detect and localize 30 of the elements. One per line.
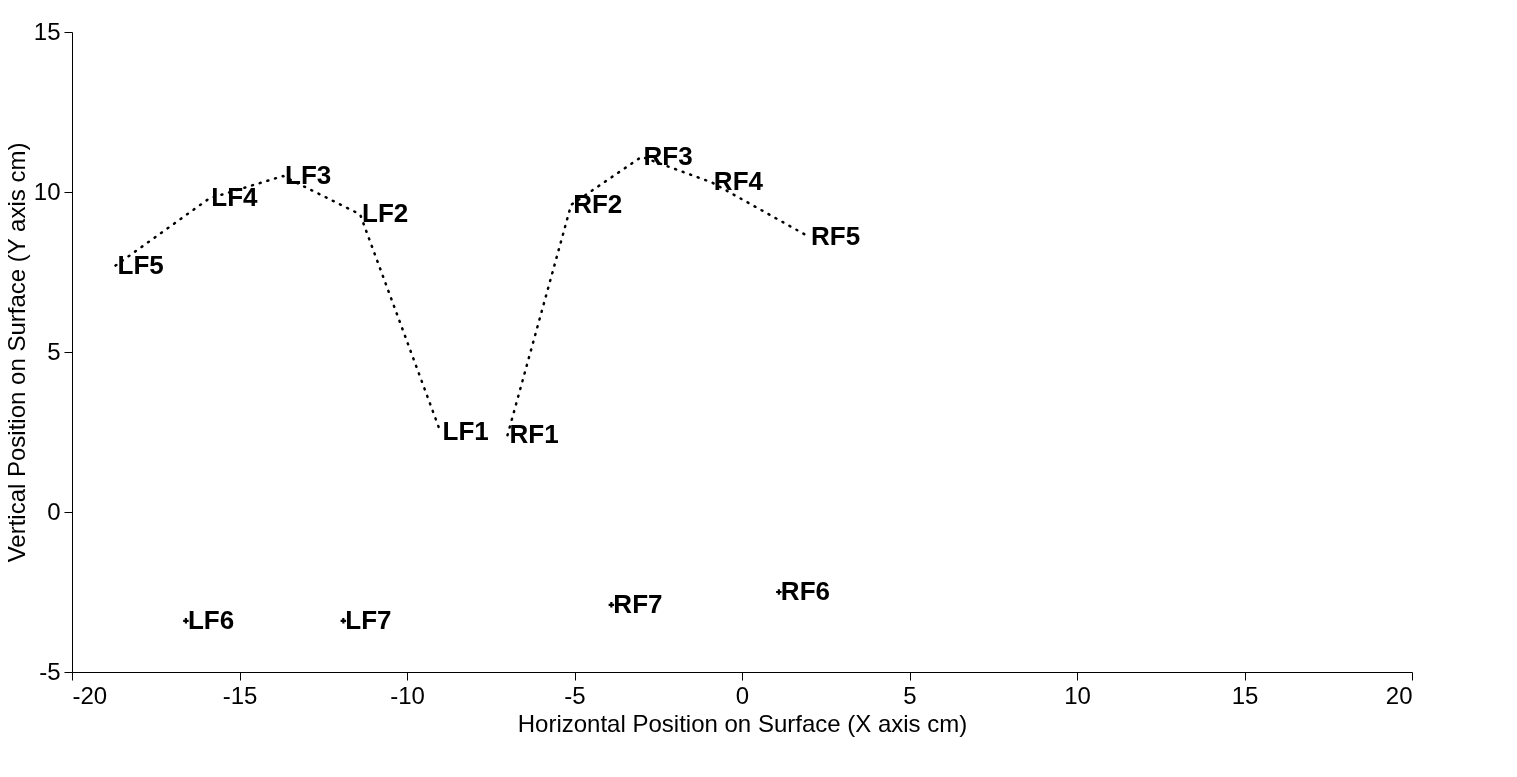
x-tick-label: -15	[222, 681, 258, 709]
annotation: RF7	[613, 588, 663, 619]
y-tick-label: -5	[39, 657, 61, 685]
x-tick-label: 10	[1064, 681, 1091, 709]
y-axis-title: Vertical Position on Surface (Y axis cm)	[2, 142, 30, 563]
y-tick-label: 15	[33, 17, 61, 45]
annotation: LF4	[211, 182, 259, 213]
x-tick-label: -20	[72, 681, 108, 709]
x-tick-label: 15	[1231, 681, 1259, 709]
x-tick-label: 0	[735, 681, 750, 709]
annotation: RF6	[780, 576, 830, 606]
x-tick-label: -10	[390, 681, 425, 709]
annotation: LF7	[345, 604, 392, 635]
annotation: RF4	[713, 166, 764, 197]
y-tick-label: 0	[47, 497, 61, 525]
annotation: RF3	[643, 140, 693, 171]
annotation: LF2	[362, 198, 409, 229]
annotation: LF5	[117, 249, 164, 280]
x-tick-label: 20	[1385, 681, 1413, 709]
annotation: LF6	[187, 604, 235, 635]
y-tick-label: 5	[47, 337, 61, 365]
annotation: RF1	[509, 419, 559, 450]
annotation: RF5	[811, 220, 861, 251]
x-tick-label: 5	[903, 681, 917, 709]
x-tick-label: -5	[564, 681, 586, 709]
annotation: LF3	[285, 160, 332, 190]
y-tick-label: 10	[33, 177, 61, 205]
annotation: LF1	[442, 416, 489, 446]
annotation: RF2	[573, 188, 623, 219]
x-axis-title: Horizontal Position on Surface (X axis cm)	[517, 709, 968, 737]
